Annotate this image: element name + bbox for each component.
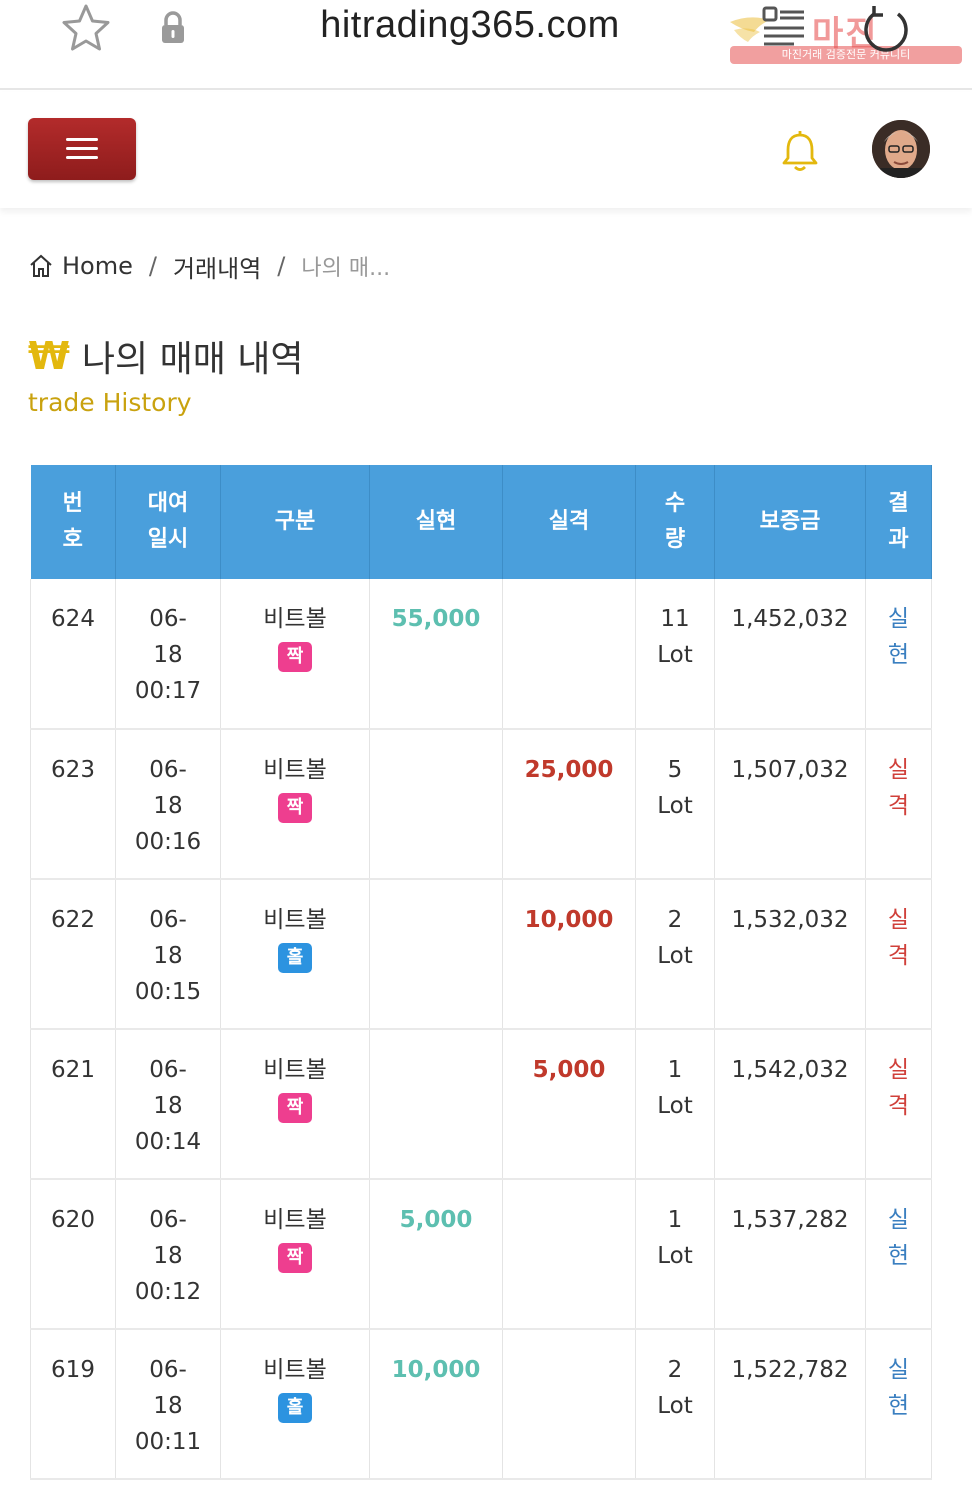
page-title: ₩ 나의 매매 내역 — [28, 330, 304, 382]
cell-type: 비트볼 짝 — [220, 579, 370, 730]
cell-type: 비트볼 짝 — [220, 729, 370, 880]
hamburger-icon — [66, 138, 98, 141]
cell-realized — [369, 1029, 503, 1180]
table-body: 624 06- 18 00:17 비트볼 짝 55,000 11 Lot 1,452,032 실 현 6… — [30, 579, 932, 1480]
cell-type: 비트볼 홀 — [220, 1329, 370, 1480]
status-badge: 짝 — [278, 1243, 312, 1273]
cell-no: 624 — [30, 579, 116, 730]
breadcrumb-separator: / — [277, 252, 286, 280]
cell-realized: 5,000 — [369, 1179, 503, 1330]
wing-icon — [730, 17, 770, 42]
header-deposit: 보증금 — [714, 465, 866, 579]
trade-history-table: 번 호 대여 일시 구분 실현 실격 수 량 보증금 결 과 624 06- 18 00:17 비트볼 짝 55,… — [30, 465, 932, 1495]
cell-no: 619 — [30, 1329, 116, 1480]
header-date: 대여 일시 — [115, 465, 221, 579]
status-badge: 홀 — [278, 943, 312, 973]
header-type: 구분 — [220, 465, 370, 579]
status-badge: 짝 — [278, 793, 312, 823]
bell-icon[interactable] — [780, 130, 820, 174]
cell-deposit: 1,542,032 — [714, 1029, 866, 1180]
cell-no: 620 — [30, 1179, 116, 1330]
cell-date: 06- 18 00:12 — [115, 1179, 221, 1330]
cell-lost: 25,000 — [502, 729, 636, 880]
cell-deposit: 1,452,032 — [714, 579, 866, 730]
address-bar-url[interactable]: hitrading365.com — [320, 4, 620, 46]
cell-type: 비트볼 짝 — [220, 1029, 370, 1180]
cell-realized — [369, 879, 503, 1030]
hamburger-icon-bar — [66, 147, 98, 150]
breadcrumb-current: 나의 매... — [301, 256, 391, 281]
cell-realized — [369, 729, 503, 880]
cell-deposit: 1,507,032 — [714, 729, 866, 880]
table-row[interactable]: 619 06- 18 00:11 비트볼 홀 10,000 2 Lot 1,522,782 실 현 — [30, 1329, 932, 1480]
watermark-logo: 마진 마진거래 검증전문 커뮤니티 — [730, 4, 962, 64]
reload-icon[interactable] — [858, 2, 914, 58]
cell-no: 622 — [30, 879, 116, 1030]
cell-date: 06- 18 00:16 — [115, 729, 221, 880]
cell-lost — [502, 1179, 636, 1330]
status-badge: 짝 — [278, 1093, 312, 1123]
table-row[interactable]: 621 06- 18 00:14 비트볼 짝 5,000 1 Lot 1,542,032 실 격 — [30, 1029, 932, 1180]
home-icon[interactable] — [28, 253, 54, 279]
table-row[interactable]: 622 06- 18 00:15 비트볼 홀 10,000 2 Lot 1,532,032 실 격 — [30, 879, 932, 1030]
cell-date: 06- 18 00:17 — [115, 579, 221, 730]
document-icon — [762, 6, 804, 46]
cell-no: 621 — [30, 1029, 116, 1180]
lock-icon — [162, 11, 184, 43]
table-row[interactable]: 623 06- 18 00:16 비트볼 짝 25,000 5 Lot 1,507,032 실 격 — [30, 729, 932, 880]
star-icon[interactable] — [58, 2, 114, 56]
cell-quantity: 2 Lot — [635, 1329, 715, 1480]
cell-quantity: 1 Lot — [635, 1029, 715, 1180]
cell-no: 623 — [30, 729, 116, 880]
breadcrumb: Home / 거래내역 / 나의 매... — [28, 248, 390, 284]
cell-quantity: 2 Lot — [635, 879, 715, 1030]
cell-realized: 10,000 — [369, 1329, 503, 1480]
app-header — [0, 92, 972, 208]
breadcrumb-trade-history[interactable]: 거래내역 — [172, 254, 262, 283]
browser-toolbar: hitrading365.com 마진 마진거래 검증전문 커뮤니티 — [0, 0, 972, 90]
cell-deposit: 1,522,782 — [714, 1329, 866, 1480]
cell-date: 06- 18 00:11 — [115, 1329, 221, 1480]
cell-lost: 10,000 — [502, 879, 636, 1030]
table-row[interactable]: 620 06- 18 00:12 비트볼 짝 5,000 1 Lot 1,537,282 실 현 — [30, 1179, 932, 1330]
page-subtitle: trade History — [28, 388, 192, 417]
hamburger-icon-bar — [66, 156, 98, 159]
cell-type: 비트볼 홀 — [220, 879, 370, 1030]
menu-button[interactable] — [28, 118, 136, 180]
cell-type: 비트볼 짝 — [220, 1179, 370, 1330]
cell-lost — [502, 579, 636, 730]
cell-lost: 5,000 — [502, 1029, 636, 1180]
header-lost: 실격 — [502, 465, 636, 579]
cell-deposit: 1,532,032 — [714, 879, 866, 1030]
table-row[interactable]: 624 06- 18 00:17 비트볼 짝 55,000 11 Lot 1,452,032 실 현 — [30, 579, 932, 730]
cell-realized: 55,000 — [369, 579, 503, 730]
table-header-row: 번 호 대여 일시 구분 실현 실격 수 량 보증금 결 과 — [30, 465, 932, 579]
watermark-subtext: 마진거래 검증전문 커뮤니티 — [730, 46, 962, 64]
cell-quantity: 1 Lot — [635, 1179, 715, 1330]
breadcrumb-home[interactable]: Home — [62, 252, 133, 280]
cell-date: 06- 18 00:14 — [115, 1029, 221, 1180]
breadcrumb-separator: / — [148, 252, 157, 280]
cell-date: 06- 18 00:15 — [115, 879, 221, 1030]
header-realized: 실현 — [369, 465, 503, 579]
status-badge: 홀 — [278, 1393, 312, 1423]
won-icon: ₩ — [28, 334, 70, 378]
status-badge: 짝 — [278, 642, 312, 672]
cell-quantity: 11 Lot — [635, 579, 715, 730]
cell-deposit: 1,537,282 — [714, 1179, 866, 1330]
cell-lost — [502, 1329, 636, 1480]
cell-quantity: 5 Lot — [635, 729, 715, 880]
page-title-text: 나의 매매 내역 — [81, 339, 304, 380]
avatar[interactable] — [872, 120, 930, 178]
avatar-image — [872, 120, 930, 178]
